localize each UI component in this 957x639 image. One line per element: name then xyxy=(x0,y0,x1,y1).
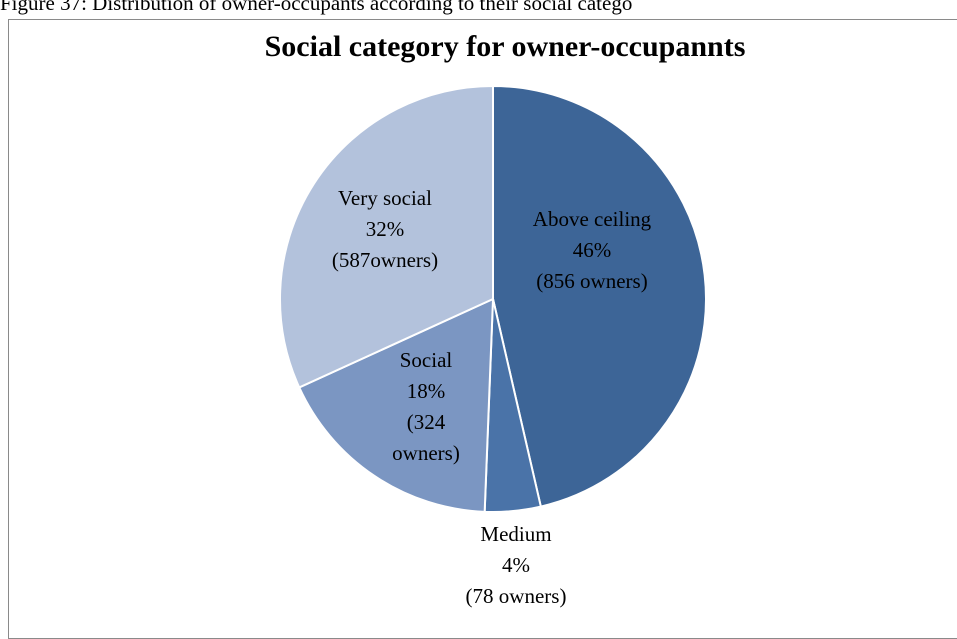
slice-label-medium: Medium 4% (78 owners) xyxy=(466,522,567,608)
pie-slice-social xyxy=(297,297,495,513)
pie-labels: Above ceiling 46% (856 owners) Medium 4% (78 … xyxy=(332,186,652,608)
pie-slices xyxy=(279,84,707,513)
figure-caption: Figure 37: Distribution of owner-occupan… xyxy=(0,0,633,15)
pie-slice-above-ceiling xyxy=(492,84,707,508)
chart-title: Social category for owner-occupannts xyxy=(264,30,746,63)
pie-slice-very-social xyxy=(279,84,494,389)
slice-label-very-social: Very social 32% (587owners) xyxy=(332,186,438,272)
slice-label-social: Social 18% (324 owners) xyxy=(392,348,460,465)
slice-label-above-ceiling: Above ceiling 46% (856 owners) xyxy=(533,207,652,293)
